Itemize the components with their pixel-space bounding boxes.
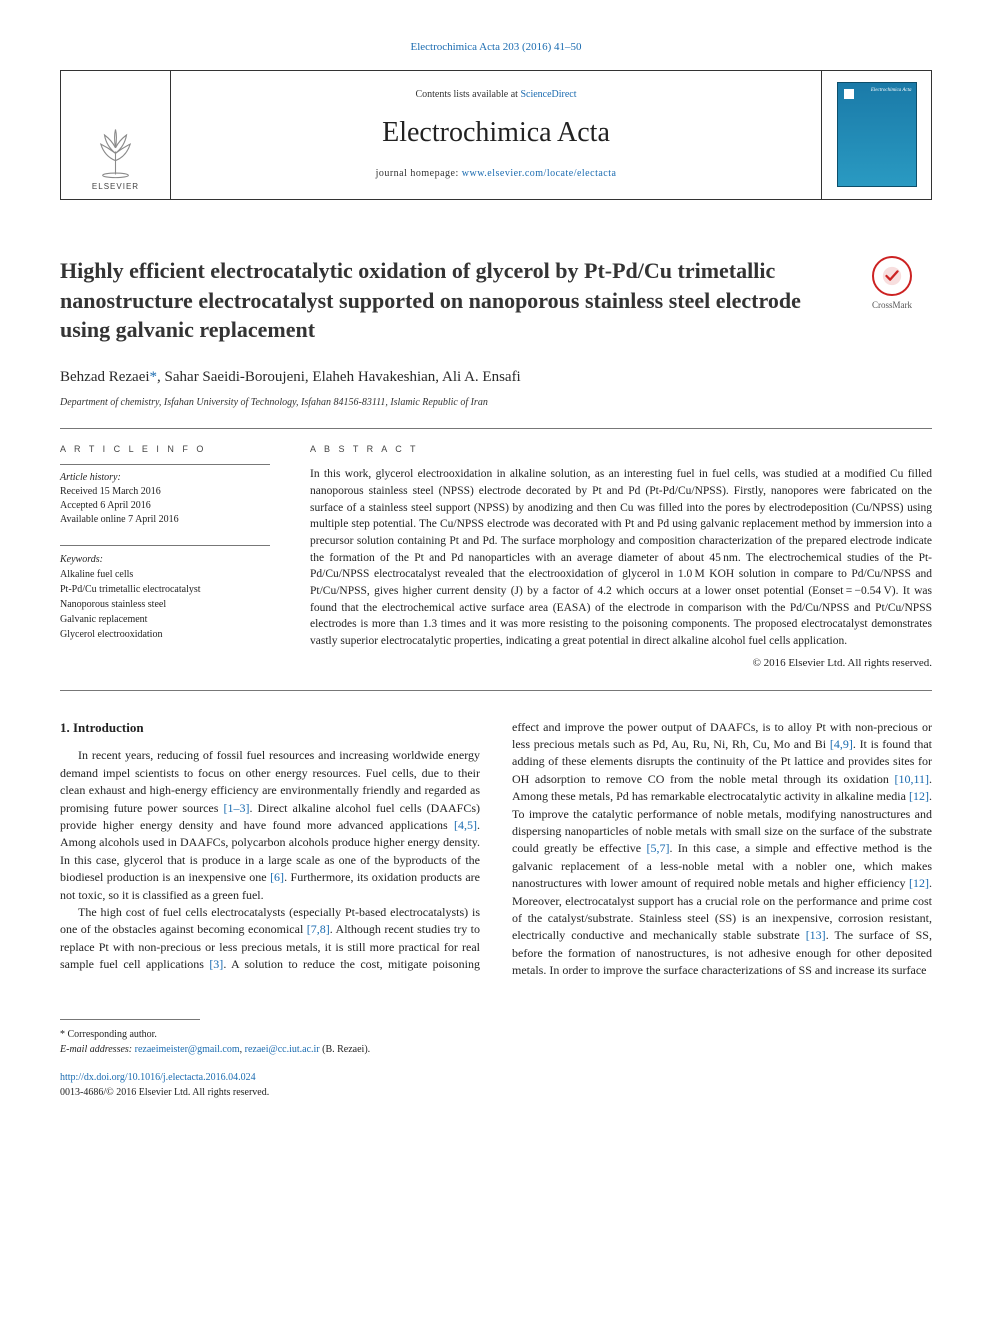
- affiliation: Department of chemistry, Isfahan Univers…: [60, 396, 932, 411]
- keywords-block: Keywords: Alkaline fuel cells Pt-Pd/Cu t…: [60, 545, 270, 642]
- keyword-3: Galvanic replacement: [60, 612, 270, 627]
- keyword-0: Alkaline fuel cells: [60, 567, 270, 582]
- masthead: ELSEVIER Contents lists available at Sci…: [60, 70, 932, 200]
- keyword-1: Pt-Pd/Cu trimetallic electrocatalyst: [60, 582, 270, 597]
- sciencedirect-link[interactable]: ScienceDirect: [520, 89, 576, 100]
- elsevier-tree-icon: [88, 124, 143, 179]
- homepage-prefix: journal homepage:: [376, 168, 462, 179]
- crossmark-icon: [872, 256, 912, 296]
- journal-title: Electrochimica Acta: [382, 113, 610, 154]
- issn-line: 0013-4686/© 2016 Elsevier Ltd. All right…: [60, 1087, 269, 1098]
- publisher-name: ELSEVIER: [92, 181, 139, 193]
- author-4: Ali A. Ensafi: [442, 369, 521, 385]
- journal-cover-thumbnail: Electrochimica Acta: [837, 82, 917, 187]
- ref-link-7-8[interactable]: [7,8]: [307, 922, 330, 936]
- author-3: Elaheh Havakeshian: [312, 369, 435, 385]
- ref-link-4-5[interactable]: [4,5]: [454, 818, 477, 832]
- abstract-column: A B S T R A C T In this work, glycerol e…: [310, 443, 932, 671]
- ref-link-3[interactable]: [3]: [209, 957, 223, 971]
- ref-link-10-11[interactable]: [10,11]: [894, 772, 929, 786]
- ref-link-4-9[interactable]: [4,9]: [830, 737, 853, 751]
- elsevier-logo: ELSEVIER: [81, 123, 151, 193]
- article-history: Article history: Received 15 March 2016 …: [60, 464, 270, 527]
- corr-email-1[interactable]: rezaeimeister@gmail.com: [135, 1044, 240, 1055]
- crossmark-widget[interactable]: CrossMark: [852, 256, 932, 345]
- contents-available-line: Contents lists available at ScienceDirec…: [415, 88, 576, 103]
- corr-email-label: E-mail addresses:: [60, 1044, 135, 1055]
- journal-reference: Electrochimica Acta 203 (2016) 41–50: [60, 40, 932, 56]
- body-columns: 1. Introduction In recent years, reducin…: [60, 719, 932, 980]
- ref-link-6[interactable]: [6]: [270, 870, 284, 884]
- doi-link[interactable]: http://dx.doi.org/10.1016/j.electacta.20…: [60, 1072, 256, 1083]
- body-para-1: In recent years, reducing of fossil fuel…: [60, 747, 480, 904]
- ref-link-12b[interactable]: [12]: [909, 876, 929, 890]
- article-info-column: A R T I C L E I N F O Article history: R…: [60, 443, 270, 671]
- article-info-label: A R T I C L E I N F O: [60, 443, 270, 456]
- keyword-2: Nanoporous stainless steel: [60, 597, 270, 612]
- homepage-link[interactable]: www.elsevier.com/locate/electacta: [462, 168, 617, 179]
- ref-link-5-7[interactable]: [5,7]: [646, 841, 669, 855]
- masthead-center: Contents lists available at ScienceDirec…: [171, 71, 821, 199]
- keywords-label: Keywords:: [60, 554, 103, 565]
- divider-top: [60, 428, 932, 429]
- section-heading-1: 1. Introduction: [60, 719, 480, 738]
- article-title: Highly efficient electrocatalytic oxidat…: [60, 256, 852, 345]
- author-2: Sahar Saeidi-Boroujeni: [165, 369, 305, 385]
- journal-homepage-line: journal homepage: www.elsevier.com/locat…: [376, 167, 617, 182]
- author-list: Behzad Rezaei*, Sahar Saeidi-Boroujeni, …: [60, 367, 932, 389]
- abstract-text: In this work, glycerol electrooxidation …: [310, 466, 932, 649]
- copyright-line: © 2016 Elsevier Ltd. All rights reserved…: [310, 656, 932, 672]
- footnote-rule: [60, 1019, 200, 1020]
- corresponding-marker[interactable]: *: [150, 369, 158, 385]
- divider-bottom: [60, 690, 932, 691]
- author-1: Behzad Rezaei: [60, 369, 150, 385]
- history-accepted: Accepted 6 April 2016: [60, 499, 270, 513]
- contents-prefix: Contents lists available at: [415, 89, 520, 100]
- publisher-logo-cell: ELSEVIER: [61, 71, 171, 199]
- history-received: Received 15 March 2016: [60, 485, 270, 499]
- ref-link-12[interactable]: [12]: [909, 789, 929, 803]
- cover-thumbnail-cell: Electrochimica Acta: [821, 71, 931, 199]
- corr-name: (B. Rezaei).: [320, 1044, 371, 1055]
- history-label: Article history:: [60, 472, 121, 483]
- ref-link-13[interactable]: [13]: [806, 928, 826, 942]
- corr-email-2[interactable]: rezaei@cc.iut.ac.ir: [245, 1044, 320, 1055]
- doi-block: http://dx.doi.org/10.1016/j.electacta.20…: [60, 1071, 932, 1100]
- keyword-4: Glycerol electrooxidation: [60, 627, 270, 642]
- corr-label: * Corresponding author.: [60, 1028, 932, 1043]
- ref-link-1-3[interactable]: [1–3]: [223, 801, 249, 815]
- crossmark-label: CrossMark: [872, 299, 912, 312]
- corresponding-author-footnote: * Corresponding author. E-mail addresses…: [60, 1028, 932, 1057]
- abstract-label: A B S T R A C T: [310, 443, 932, 456]
- history-online: Available online 7 April 2016: [60, 513, 270, 527]
- cover-title: Electrochimica Acta: [871, 87, 912, 94]
